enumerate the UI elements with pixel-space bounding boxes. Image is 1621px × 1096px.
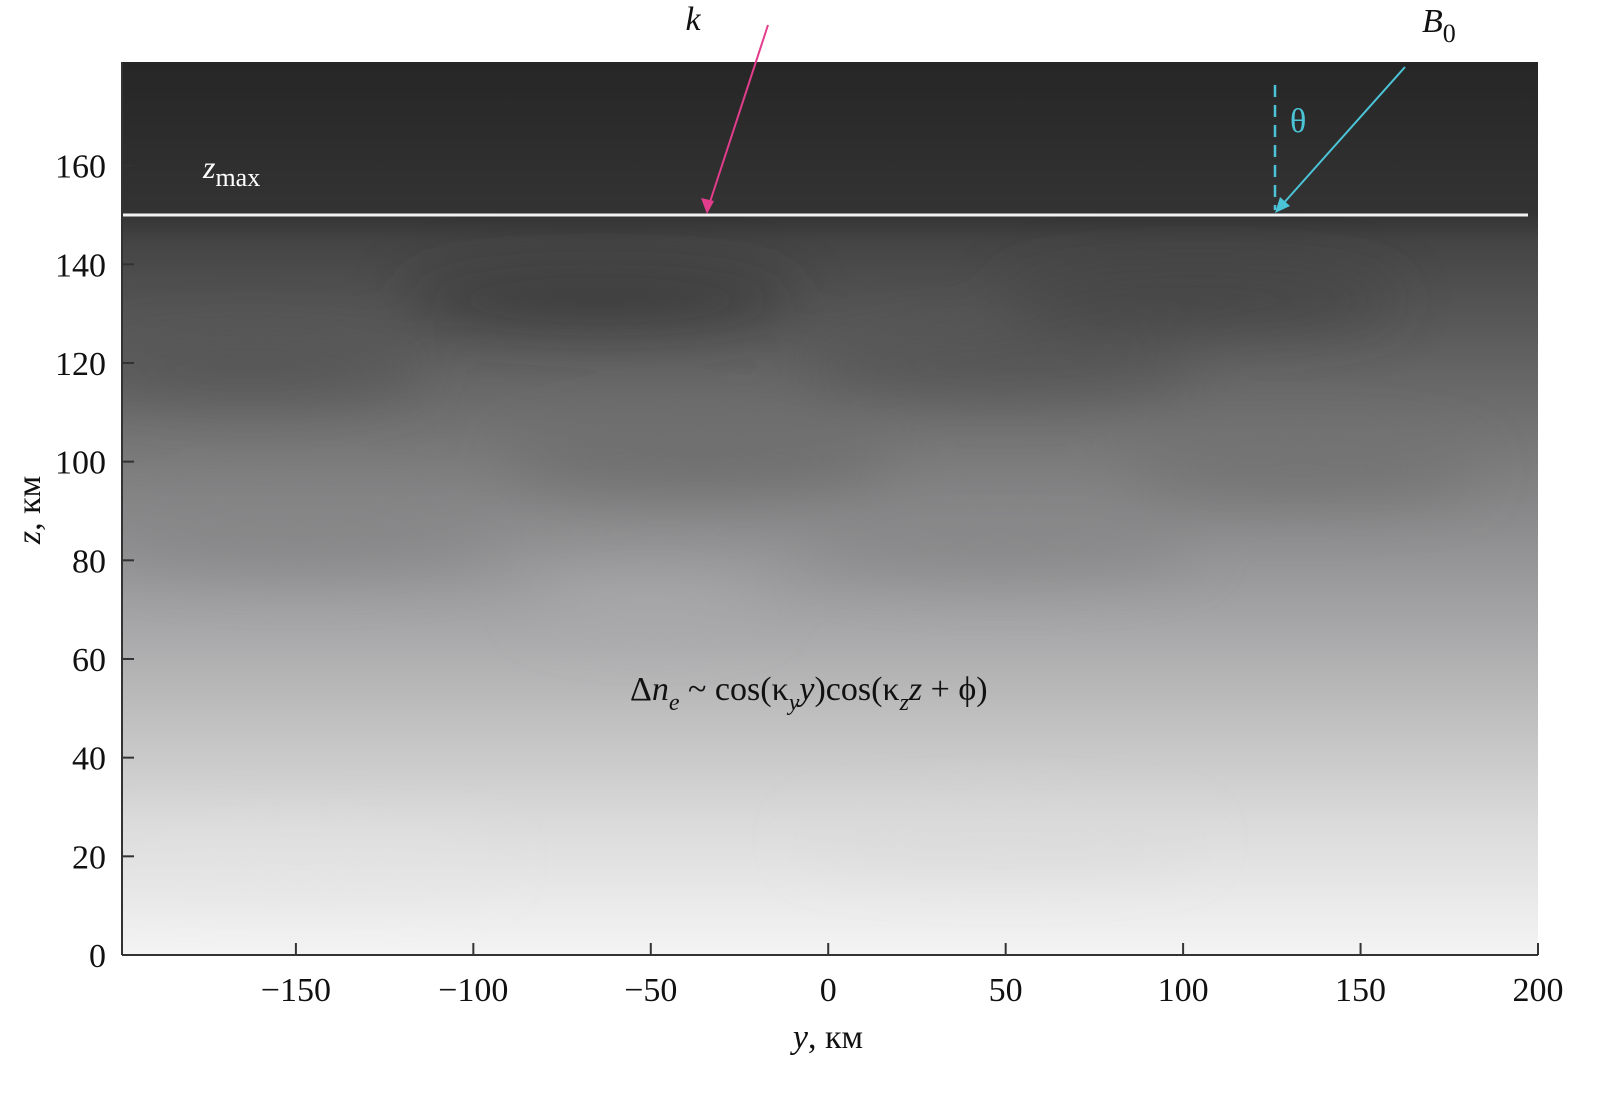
x-tick-label: 150 <box>1335 972 1386 1009</box>
b0-arrow <box>1275 66 1406 213</box>
theta-label: θ <box>1290 103 1306 140</box>
x-ticks: −150 −100 −50 0 50 100 150 200 <box>261 943 1564 1009</box>
y-axis-label: z, км <box>11 476 48 545</box>
y-tick-label: 160 <box>55 149 106 186</box>
x-axis-label: y, км <box>790 1019 863 1056</box>
k-arrow <box>701 24 769 214</box>
x-tick-label: 50 <box>989 972 1023 1009</box>
y-tick-label: 140 <box>55 247 106 284</box>
y-ticks: 0 20 40 60 80 100 120 140 160 <box>55 149 134 975</box>
x-tick-label: −100 <box>438 972 508 1009</box>
y-tick-label: 60 <box>72 642 106 679</box>
heatmap <box>122 62 1538 955</box>
axes <box>121 62 1538 956</box>
k-label: k <box>685 1 701 38</box>
x-tick-label: −50 <box>624 972 677 1009</box>
y-tick-label: 120 <box>55 346 106 383</box>
formula: Δne ~ cos(κyy)cos(κzz + ϕ) <box>630 671 988 716</box>
b0-label: B0 <box>1422 3 1456 48</box>
x-tick-label: −150 <box>261 972 331 1009</box>
x-tick-label: 200 <box>1513 972 1564 1009</box>
x-tick-label: 100 <box>1158 972 1209 1009</box>
x-tick-label: 0 <box>820 972 837 1009</box>
y-tick-label: 80 <box>72 543 106 580</box>
zmax-label: zmax <box>202 149 260 192</box>
y-tick-label: 40 <box>72 741 106 778</box>
y-tick-label: 0 <box>89 938 106 975</box>
y-tick-label: 100 <box>55 445 106 482</box>
y-tick-label: 20 <box>72 839 106 876</box>
